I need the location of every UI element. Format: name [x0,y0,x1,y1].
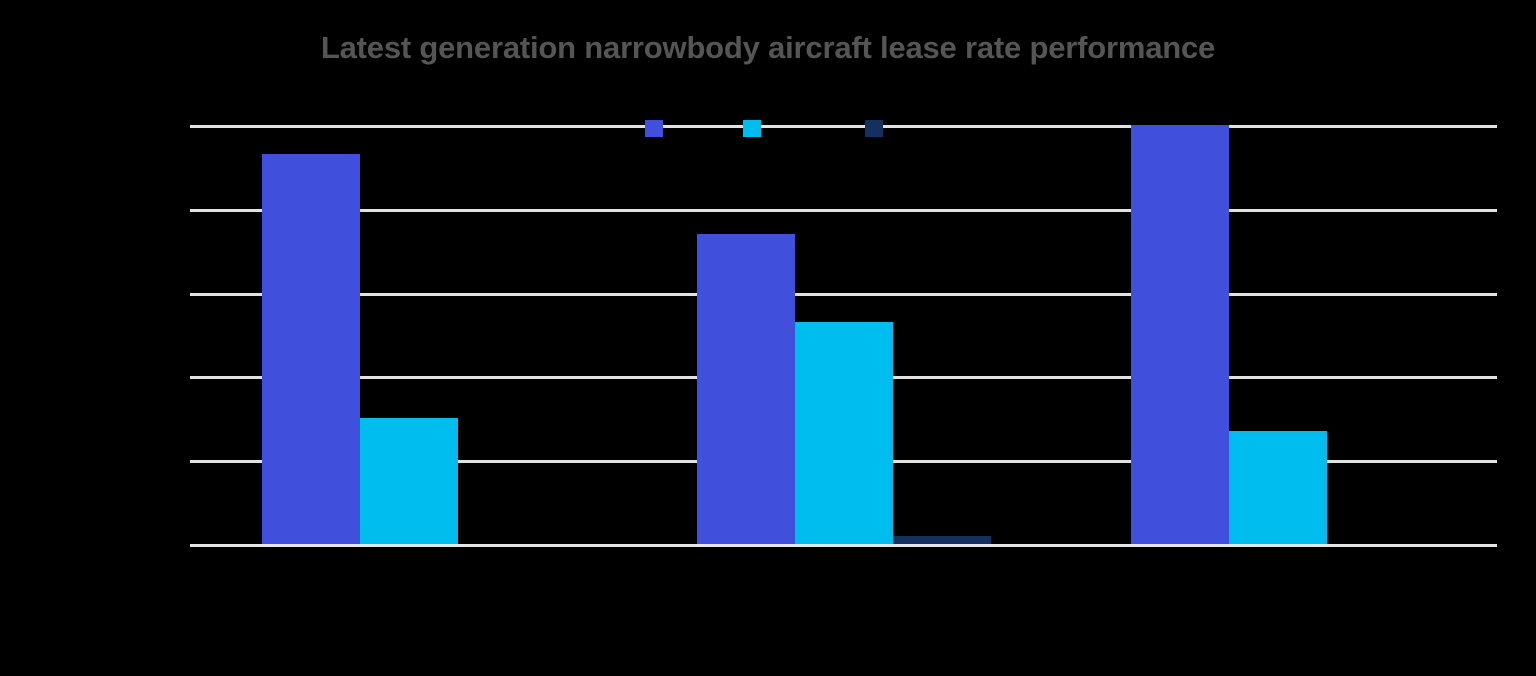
x-axis-line [190,544,1497,547]
legend-swatch-icon [645,119,663,137]
plot-area [190,125,1497,547]
legend-swatch-icon [865,119,883,137]
gridline [190,292,1497,296]
page-title: Latest generation narrowbody aircraft le… [320,30,1216,65]
gridline [190,125,1497,128]
bar[interactable] [893,535,991,544]
bar[interactable] [697,233,795,544]
gridline [190,208,1497,212]
legend-item[interactable] [865,118,947,138]
chart-legend [645,118,947,138]
legend-swatch-icon [743,119,761,137]
bar[interactable] [262,154,360,544]
bar[interactable] [1131,125,1229,544]
bar[interactable] [1229,430,1327,544]
legend-item[interactable] [645,118,727,138]
bar[interactable] [795,321,893,544]
legend-item[interactable] [743,118,825,138]
bar[interactable] [360,418,458,544]
